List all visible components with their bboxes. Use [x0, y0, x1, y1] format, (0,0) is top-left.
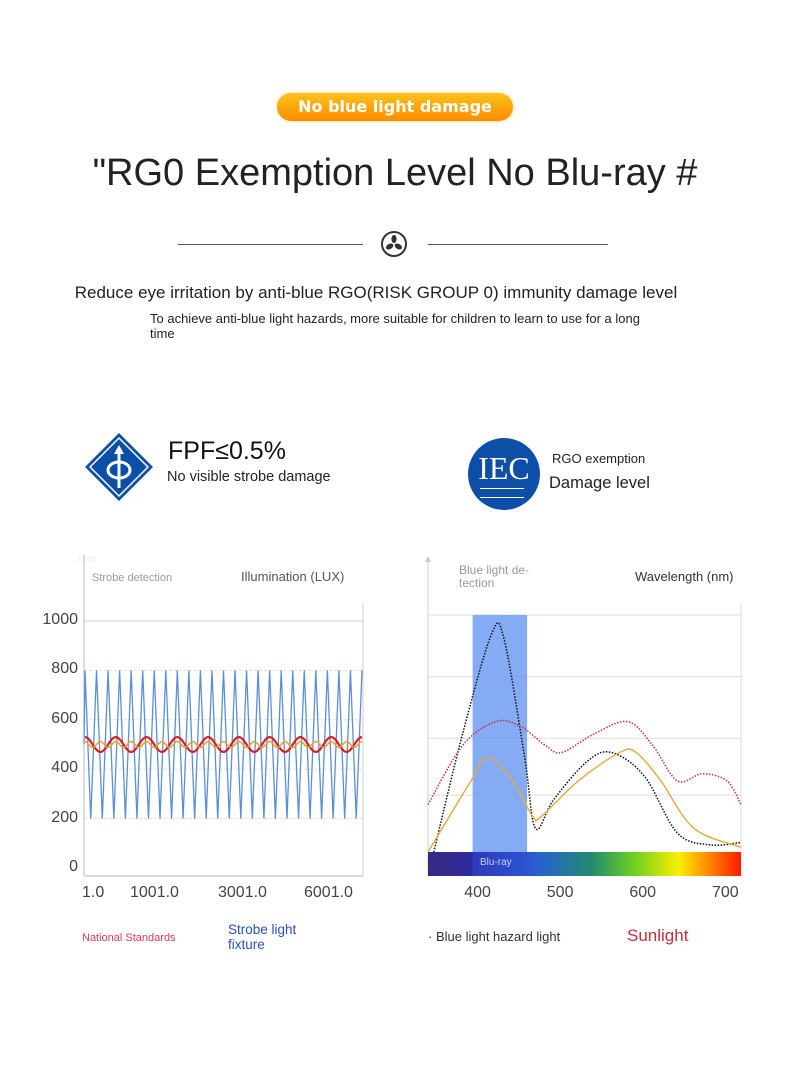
rgo-exemption-text: RGO exemption: [552, 451, 646, 466]
y-axis-arrow-icon: [425, 556, 431, 562]
strobe-y-tick-label: 400: [51, 759, 78, 777]
wavelength-label: Wavelength (nm): [635, 569, 734, 584]
spectrum-bar: [428, 852, 741, 876]
fan-icon: [381, 231, 407, 257]
strobe-y-tick-label: 800: [51, 660, 78, 678]
strobe-x-tick-label: 1.0: [82, 884, 105, 901]
divider-left: [178, 244, 363, 245]
page-title: "RG0 Exemption Level No Blu-ray #: [92, 152, 698, 194]
divider-right: [428, 244, 608, 245]
legend-blue-light-hazard-text: Blue light hazard light: [435, 929, 561, 944]
strobe-x-tick-label: 6001.0: [304, 884, 353, 901]
wavelength-series-2: [427, 748, 742, 853]
iec-logo-lines: [480, 488, 524, 498]
wavelength-series-0: [433, 621, 742, 853]
legend-blue-light-hazard: · Blue light hazard light: [428, 929, 561, 944]
blu-ray-band: [472, 615, 528, 852]
blu-ray-band-label: Blu-ray: [480, 857, 512, 868]
strobe-chart-title: Strobe detection: [92, 572, 173, 584]
strobe-y-tick-label: 200: [51, 808, 78, 826]
fpf-diamond-icon: [84, 432, 154, 507]
strobe-y-tick-label: 600: [51, 709, 78, 727]
subtitle: Reduce eye irritation by anti-blue RGO(R…: [74, 283, 678, 302]
blu-ray-band-spectrum: [472, 852, 528, 876]
strobe-ylabel: Illumination (LUX): [241, 569, 345, 584]
fpf-value: FPF≤0.5%: [168, 437, 286, 465]
wavelength-x-tick-label: 400: [464, 884, 491, 901]
no-blue-light-badge: No blue light damage: [277, 93, 513, 121]
wavelength-x-tick-label: 700: [711, 884, 739, 901]
strobe-x-tick-label: 1001.0: [130, 884, 179, 901]
strobe-y-tick-label: 1000: [42, 611, 78, 628]
legend-strobe-fixture: Strobe light fixture: [228, 922, 297, 952]
blue-chart-title: Blue light de- tection: [459, 563, 530, 590]
strobe-x-tick-label: 3001.0: [218, 884, 267, 901]
description: To achieve anti-blue light hazards, more…: [150, 311, 640, 341]
damage-level-text: Damage level: [549, 474, 650, 492]
legend-sunlight: Sunlight: [627, 926, 689, 945]
wavelength-x-tick-label: 600: [629, 884, 657, 901]
iec-logo: IEC: [468, 438, 540, 510]
iec-logo-text: IEC: [478, 450, 530, 486]
wavelength-x-tick-label: 500: [546, 884, 574, 901]
strobe-y-tick-label: 0: [69, 858, 78, 875]
strobe-series-1: [84, 735, 363, 754]
faint-label: One: [78, 554, 97, 565]
fpf-text: No visible strobe damage: [167, 469, 331, 485]
strobe-series-2: [84, 740, 363, 749]
legend-national-standards: National Standards: [82, 932, 176, 944]
